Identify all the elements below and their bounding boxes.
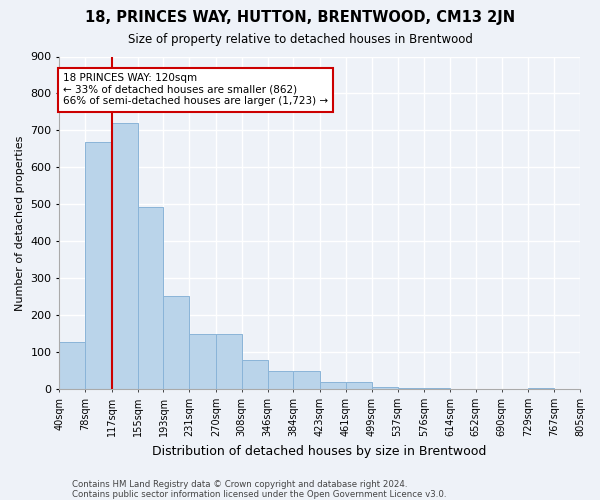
Y-axis label: Number of detached properties: Number of detached properties <box>15 135 25 310</box>
Bar <box>293 372 320 389</box>
Bar <box>320 382 346 389</box>
Bar <box>242 360 268 389</box>
Text: Size of property relative to detached houses in Brentwood: Size of property relative to detached ho… <box>128 32 472 46</box>
Bar <box>346 382 372 389</box>
Bar <box>268 370 293 389</box>
Bar <box>112 123 137 389</box>
Bar <box>372 387 398 389</box>
Bar <box>59 342 85 389</box>
Bar <box>163 296 190 389</box>
Bar <box>398 388 424 389</box>
Bar <box>424 388 450 389</box>
Text: 18, PRINCES WAY, HUTTON, BRENTWOOD, CM13 2JN: 18, PRINCES WAY, HUTTON, BRENTWOOD, CM13… <box>85 10 515 25</box>
X-axis label: Distribution of detached houses by size in Brentwood: Distribution of detached houses by size … <box>152 444 487 458</box>
Bar <box>190 334 216 389</box>
Text: Contains public sector information licensed under the Open Government Licence v3: Contains public sector information licen… <box>72 490 446 499</box>
Text: Contains HM Land Registry data © Crown copyright and database right 2024.: Contains HM Land Registry data © Crown c… <box>72 480 407 489</box>
Bar <box>137 208 163 389</box>
Bar <box>216 334 242 389</box>
Bar <box>85 142 112 389</box>
Text: 18 PRINCES WAY: 120sqm
← 33% of detached houses are smaller (862)
66% of semi-de: 18 PRINCES WAY: 120sqm ← 33% of detached… <box>63 73 328 106</box>
Bar <box>528 388 554 389</box>
